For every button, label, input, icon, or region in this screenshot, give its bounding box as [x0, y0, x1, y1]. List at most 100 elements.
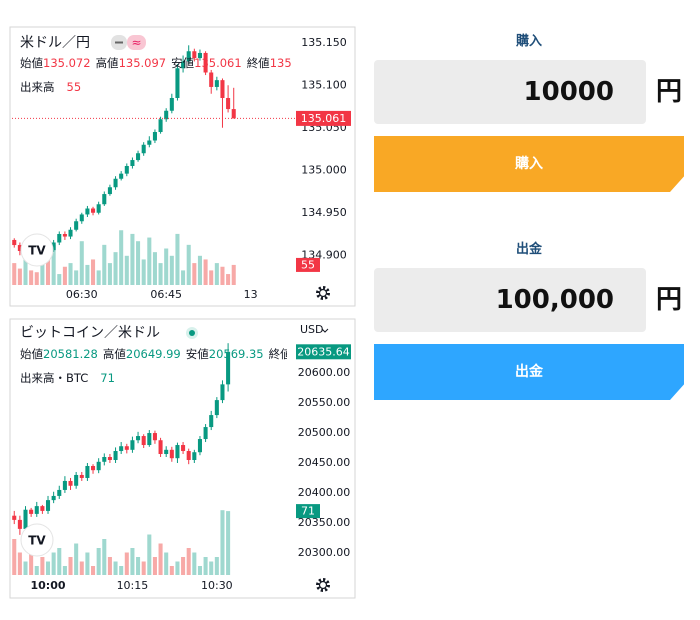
- y-tick-label: 20450.00: [298, 456, 351, 469]
- volume-bar: [186, 244, 191, 285]
- volume-tag: [296, 257, 320, 272]
- candle-body: [130, 440, 135, 450]
- candle-body: [136, 436, 141, 441]
- volume-bar: [181, 270, 186, 285]
- volume-bar: [23, 252, 28, 285]
- chart-title: 米ドル／円: [20, 35, 90, 51]
- candle-body: [169, 98, 174, 111]
- candle-body: [102, 194, 107, 205]
- buy-amount-box[interactable]: 10000: [374, 60, 646, 124]
- volume-bar: [79, 241, 84, 285]
- candle-body: [23, 509, 28, 529]
- ohlc-value: 135.061: [270, 56, 318, 70]
- candle-body: [209, 415, 214, 428]
- withdraw-label: 出金: [515, 242, 542, 257]
- buy-button[interactable]: 購入: [374, 136, 684, 192]
- candle-body: [34, 506, 39, 514]
- volume-bar: [29, 548, 34, 575]
- ohlc-label: 終値: [269, 347, 292, 361]
- volume-bar: [119, 230, 124, 285]
- candle-body: [57, 234, 62, 243]
- settings-icon: [318, 288, 328, 298]
- volume-bar: [62, 566, 67, 575]
- volume-bar: [74, 543, 79, 575]
- y-tick-label: 20500.00: [298, 426, 351, 439]
- volume-bar: [158, 543, 163, 575]
- volume-bar: [12, 263, 17, 285]
- candle-body: [175, 445, 180, 459]
- ohlc-label: 安値: [186, 347, 209, 361]
- candle-body: [152, 433, 157, 441]
- candle-body: [62, 234, 67, 237]
- volume-bar: [164, 248, 169, 285]
- candle-body: [40, 506, 45, 511]
- candle-body: [226, 98, 231, 110]
- volume-bar: [226, 511, 231, 575]
- candle-body: [57, 489, 62, 496]
- volume-bar: [152, 557, 157, 575]
- withdraw-button[interactable]: 出金: [374, 344, 684, 400]
- candle-body: [231, 109, 236, 119]
- volume-bar: [181, 557, 186, 575]
- y-tick-label: 20550.00: [298, 396, 351, 409]
- volume-bar: [164, 552, 169, 575]
- candle-body: [186, 51, 191, 62]
- volume-value: 55: [67, 80, 82, 94]
- volume-bar: [102, 539, 107, 575]
- candle-body: [169, 449, 174, 459]
- candle-body: [51, 242, 56, 251]
- candle-body: [220, 384, 225, 401]
- candle-body: [197, 52, 202, 59]
- ohlc-label: 高値: [96, 56, 119, 70]
- price-tag-label: 20635.64: [297, 345, 350, 358]
- withdraw-amount-box[interactable]: 100,000: [374, 268, 646, 332]
- volume-value: 71: [100, 371, 115, 385]
- volume-bar: [152, 252, 157, 285]
- volume-bar: [68, 263, 73, 285]
- candle-body: [209, 72, 214, 87]
- volume-bar: [29, 270, 34, 285]
- volume-bar: [40, 259, 45, 285]
- volume-bar: [186, 548, 191, 575]
- candle-body: [181, 445, 186, 452]
- volume-bar: [23, 561, 28, 575]
- axis-unit: USD: [300, 323, 324, 336]
- dropdown-icon: [321, 328, 329, 333]
- volume-bar: [45, 255, 51, 285]
- volume-bar: [107, 263, 112, 285]
- volume-tag-label: 71: [301, 505, 315, 518]
- x-tick-label: 06:30: [66, 288, 98, 301]
- volume-bar: [85, 264, 90, 285]
- y-tick-label: 135.100: [301, 78, 347, 91]
- candle-body: [124, 166, 129, 174]
- y-tick-label: 135.000: [301, 163, 347, 176]
- withdraw-unit: 円: [656, 285, 683, 315]
- volume-bar: [214, 557, 219, 575]
- candle-body: [85, 465, 90, 478]
- volume-bar: [130, 548, 135, 575]
- chart-title: ビットコイン／米ドル: [20, 325, 160, 341]
- volume-bar: [113, 252, 118, 285]
- volume-bar: [17, 268, 22, 285]
- candle-body: [85, 208, 90, 215]
- y-tick-label: 20400.00: [298, 486, 351, 499]
- candle-body: [119, 446, 124, 452]
- y-tick-label: 135.150: [301, 36, 347, 49]
- volume-bar: [209, 561, 214, 575]
- candle-body: [147, 433, 152, 446]
- candle-body: [91, 208, 96, 213]
- icon: ≈: [131, 36, 141, 50]
- volume-bar: [85, 552, 90, 575]
- ohlc-label: 始値: [20, 56, 43, 70]
- candle-body: [164, 110, 169, 120]
- settings-icon: [318, 580, 328, 590]
- volume-bar: [51, 552, 56, 575]
- volume-bar: [136, 241, 141, 285]
- settings-icon: [316, 578, 330, 592]
- candle-body: [175, 68, 180, 98]
- withdraw-amount: 100,000: [495, 285, 614, 315]
- candle-body: [17, 245, 22, 251]
- candle-body: [192, 452, 197, 460]
- candle-body: [136, 153, 141, 161]
- candle-body: [79, 214, 84, 222]
